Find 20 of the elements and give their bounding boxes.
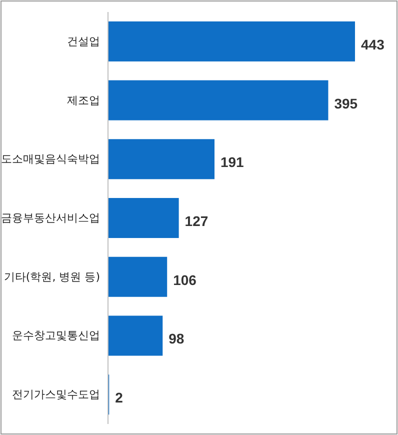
bar bbox=[108, 21, 355, 62]
bar bbox=[108, 80, 328, 120]
bar bbox=[108, 256, 168, 297]
y-tick-label: 제조업 bbox=[67, 94, 100, 107]
bar bbox=[108, 139, 214, 180]
y-tick-label: 도소매및음식숙박업 bbox=[1, 152, 100, 166]
y-tick-label: 건설업 bbox=[67, 34, 100, 48]
data-label: 98 bbox=[168, 330, 184, 347]
bar bbox=[108, 316, 163, 356]
y-tick-label: 금융부동산서비스업 bbox=[1, 212, 100, 224]
data-label: 106 bbox=[173, 272, 197, 288]
data-label: 191 bbox=[220, 154, 244, 170]
data-label: 395 bbox=[334, 95, 358, 112]
bar bbox=[108, 198, 179, 238]
data-label: 443 bbox=[361, 36, 385, 52]
y-tick-label: 운수창고및통신업 bbox=[12, 329, 100, 342]
data-label: 2 bbox=[115, 390, 124, 406]
data-label: 127 bbox=[184, 213, 208, 229]
y-tick-label: 전기가스및수도업 bbox=[12, 388, 100, 402]
y-tick-label: 기타(학원, 병원 등) bbox=[4, 270, 100, 284]
